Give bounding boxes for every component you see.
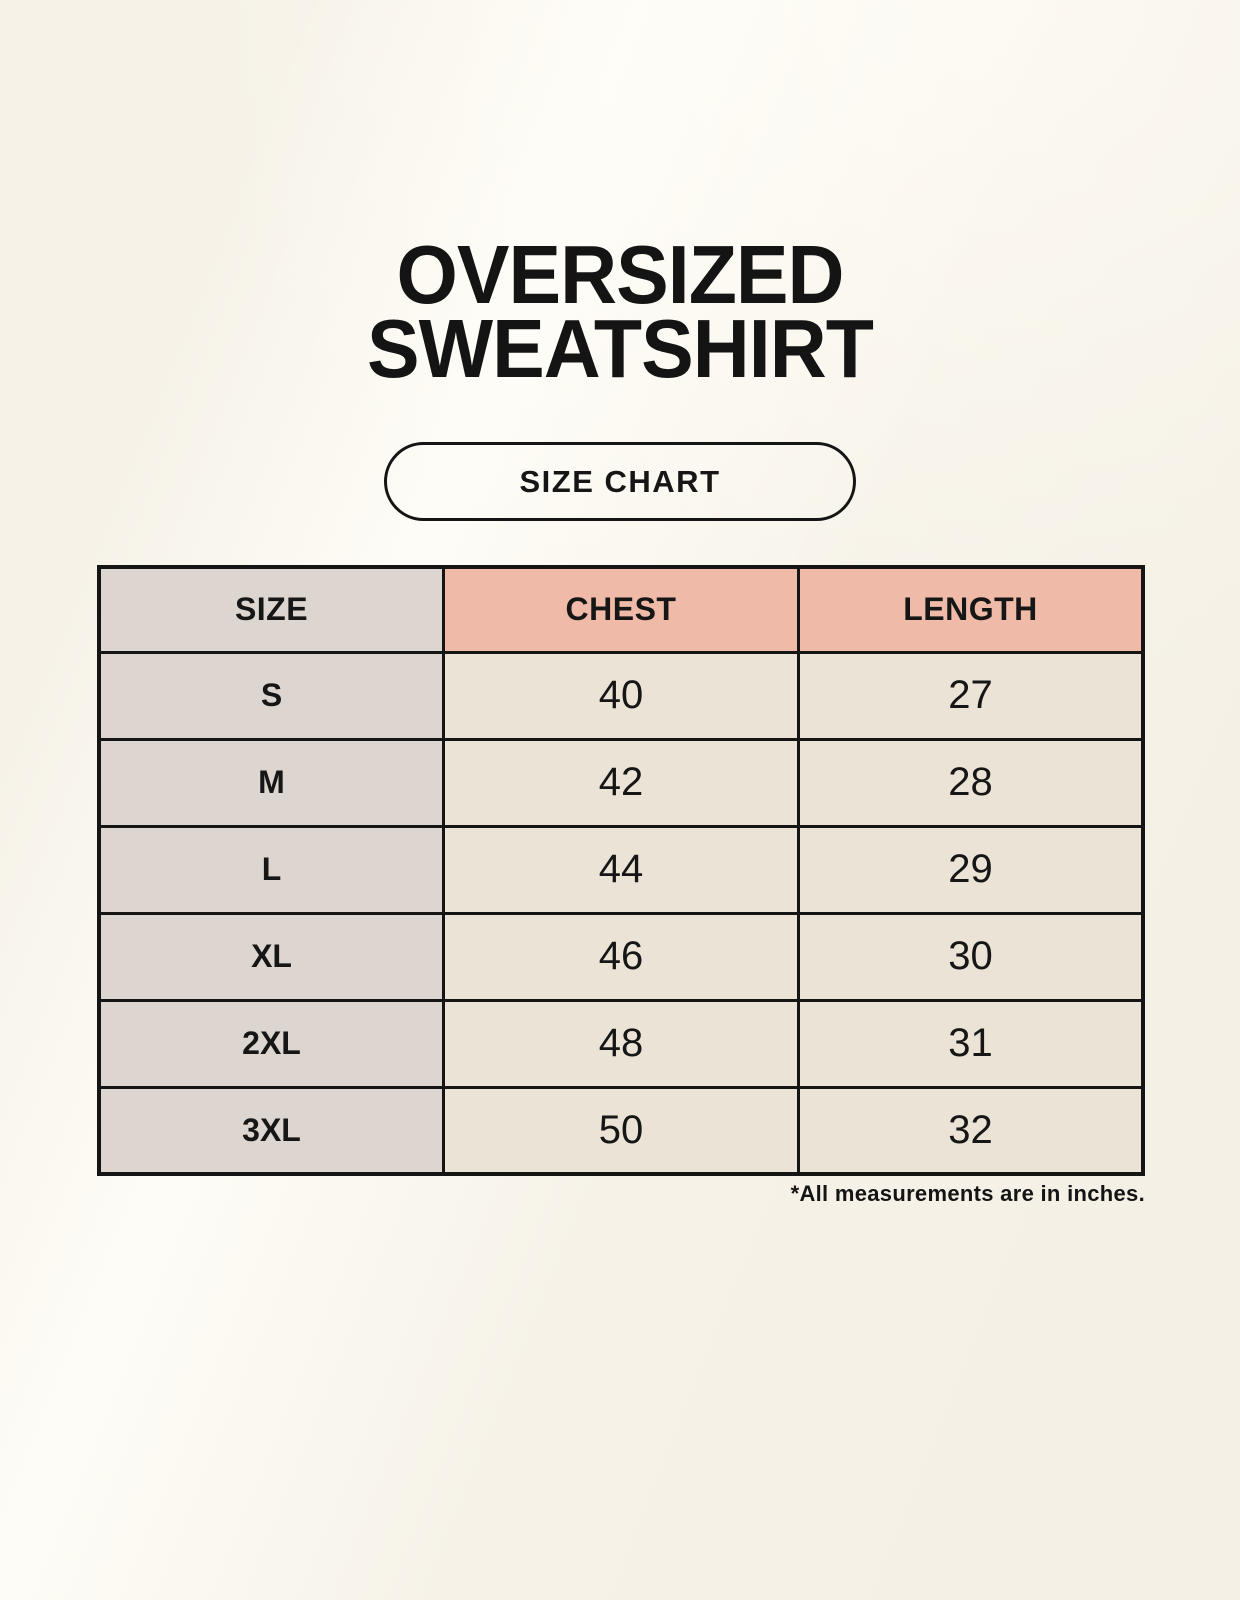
measurements-footnote: *All measurements are in inches.	[790, 1181, 1145, 1206]
page-title: OVERSIZED SWEATSHIRT	[31, 228, 1209, 395]
chest-cell: 48	[442, 998, 800, 1089]
size-cell: 2XL	[97, 998, 446, 1089]
length-cell: 30	[796, 911, 1145, 1002]
table-row: XL 46 30	[97, 911, 1145, 1002]
col-header-length: LENGTH	[796, 565, 1145, 654]
size-chart-table: SIZE CHEST LENGTH S 40 27 M 42 28 L 44 2…	[97, 565, 1145, 1176]
size-cell: L	[97, 824, 446, 915]
length-cell: 32	[796, 1085, 1145, 1176]
table-row: S 40 27	[97, 650, 1145, 741]
length-cell: 31	[796, 998, 1145, 1089]
size-cell: M	[97, 737, 446, 828]
header-row: SIZE CHEST LENGTH	[97, 565, 1145, 654]
length-cell: 28	[796, 737, 1145, 828]
chest-cell: 44	[442, 824, 800, 915]
table-row: L 44 29	[97, 824, 1145, 915]
page-title-line1: OVERSIZED	[396, 228, 844, 321]
col-header-size: SIZE	[97, 565, 446, 654]
page-title-line2: SWEATSHIRT	[367, 302, 874, 395]
size-chart-button-label: SIZE CHART	[519, 463, 721, 499]
chest-cell: 50	[442, 1085, 800, 1176]
chest-cell: 42	[442, 737, 800, 828]
length-cell: 27	[796, 650, 1145, 741]
size-cell: S	[97, 650, 446, 741]
chest-cell: 46	[442, 911, 800, 1002]
table-row: 3XL 50 32	[97, 1085, 1145, 1176]
chest-cell: 40	[442, 650, 800, 741]
size-chart-button[interactable]: SIZE CHART	[384, 442, 856, 521]
col-header-chest: CHEST	[442, 565, 800, 654]
length-cell: 29	[796, 824, 1145, 915]
size-cell: 3XL	[97, 1085, 446, 1176]
size-cell: XL	[97, 911, 446, 1002]
table-row: M 42 28	[97, 737, 1145, 828]
table-row: 2XL 48 31	[97, 998, 1145, 1089]
